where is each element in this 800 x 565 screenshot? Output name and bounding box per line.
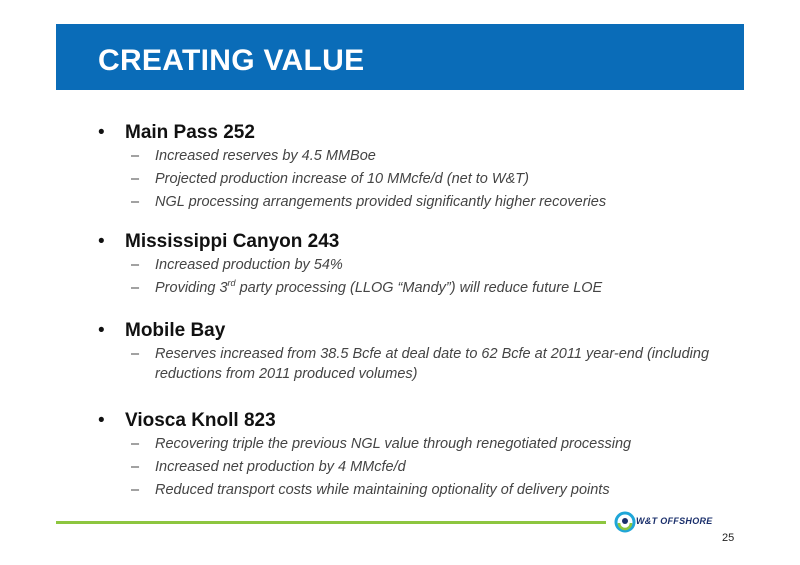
- slide-title: CREATING VALUE: [98, 44, 365, 77]
- list-item: – Reserves increased from 38.5 Bcfe at d…: [98, 344, 718, 384]
- dash-icon: –: [131, 346, 140, 362]
- section-heading: Main Pass 252: [125, 122, 255, 143]
- list-item-text: NGL processing arrangements provided sig…: [155, 194, 607, 210]
- page-number: 25: [722, 532, 735, 544]
- section-heading-row: • Mississippi Canyon 243: [98, 230, 718, 254]
- bullet-icon: •: [98, 231, 105, 252]
- dash-icon: –: [131, 436, 140, 452]
- section-heading: Mobile Bay: [125, 320, 226, 341]
- section-heading: Viosca Knoll 823: [125, 410, 276, 431]
- dash-icon: –: [131, 280, 140, 296]
- list-item: – Increased reserves by 4.5 MMBoe: [98, 146, 718, 166]
- section-mississippi-canyon: • Mississippi Canyon 243 – Increased pro…: [98, 230, 718, 298]
- logo-text: W&T OFFSHORE: [636, 516, 713, 526]
- list-item: – NGL processing arrangements provided s…: [98, 192, 718, 212]
- list-item-text: Reserves increased from 38.5 Bcfe at dea…: [155, 346, 710, 382]
- wt-offshore-swirl-icon: [614, 511, 636, 533]
- dash-icon: –: [131, 194, 140, 210]
- list-item: – Projected production increase of 10 MM…: [98, 169, 718, 189]
- list-item: – Increased net production by 4 MMcfe/d: [98, 457, 718, 477]
- list-item-text: Recovering triple the previous NGL value…: [155, 436, 632, 452]
- dash-icon: –: [131, 459, 140, 475]
- footer-divider: [56, 521, 606, 524]
- list-item-text: Increased net production by 4 MMcfe/d: [155, 459, 406, 475]
- list-item: – Recovering triple the previous NGL val…: [98, 434, 718, 454]
- section-heading-row: • Main Pass 252: [98, 121, 718, 145]
- ordinal-suffix: rd: [227, 278, 236, 289]
- dash-icon: –: [131, 482, 140, 498]
- section-viosca-knoll: • Viosca Knoll 823 – Recovering triple t…: [98, 409, 718, 500]
- section-heading-row: • Viosca Knoll 823: [98, 409, 718, 433]
- list-item-text: Providing 3rd party processing (LLOG “Ma…: [155, 278, 603, 296]
- section-mobile-bay: • Mobile Bay – Reserves increased from 3…: [98, 319, 718, 384]
- list-item: – Providing 3rd party processing (LLOG “…: [98, 278, 718, 298]
- list-item-text: Increased production by 54%: [155, 257, 343, 273]
- dash-icon: –: [131, 257, 140, 273]
- list-item-text: Increased reserves by 4.5 MMBoe: [155, 148, 376, 164]
- section-heading: Mississippi Canyon 243: [125, 231, 340, 252]
- list-item-text: Projected production increase of 10 MMcf…: [155, 171, 529, 187]
- company-logo: W&T OFFSHORE: [614, 511, 744, 533]
- list-item-text: Reduced transport costs while maintainin…: [155, 482, 610, 498]
- bullet-icon: •: [98, 122, 105, 143]
- dash-icon: –: [131, 171, 140, 187]
- dash-icon: –: [131, 148, 140, 164]
- section-heading-row: • Mobile Bay: [98, 319, 718, 343]
- bullet-icon: •: [98, 410, 105, 431]
- title-bar: CREATING VALUE: [56, 24, 744, 90]
- bullet-icon: •: [98, 320, 105, 341]
- list-item: – Increased production by 54%: [98, 255, 718, 275]
- section-main-pass: • Main Pass 252 – Increased reserves by …: [98, 121, 718, 212]
- list-item-text-part: Providing 3: [155, 280, 228, 296]
- list-item: – Reduced transport costs while maintain…: [98, 480, 718, 500]
- list-item-text-part: party processing (LLOG “Mandy”) will red…: [235, 280, 603, 296]
